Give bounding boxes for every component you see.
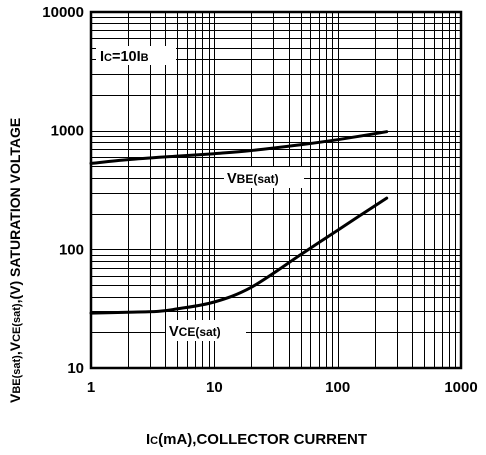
series-line-vbe-sat bbox=[89, 130, 389, 165]
plot-frame bbox=[89, 10, 463, 370]
condition-mid: =10I bbox=[112, 49, 141, 65]
y-tick-labels: 10 100 1000 10000 bbox=[42, 4, 84, 377]
y-tick-label: 10 bbox=[67, 360, 84, 377]
x-axis-title-sub: C bbox=[150, 435, 158, 447]
x-axis-title-prefix: I bbox=[146, 431, 150, 448]
y-axis-title-rest: ,(V) SATURATION VOLTAGE bbox=[7, 118, 23, 304]
y-axis-title: VBE(sat),VCE(sat),(V) SATURATION VOLTAGE bbox=[7, 118, 23, 403]
series-label-box-vbe bbox=[224, 167, 304, 188]
series-label-vbe: VBE(sat) bbox=[227, 171, 279, 187]
y-tick-label: 100 bbox=[59, 241, 84, 258]
condition-annotation: IC=10IB bbox=[100, 49, 149, 65]
series-line-vce-sat bbox=[89, 196, 389, 315]
y-tick-label: 1000 bbox=[51, 123, 84, 140]
y-axis-title-p2: ,V bbox=[7, 341, 23, 355]
x-tick-label: 1 bbox=[87, 379, 95, 396]
grid bbox=[91, 12, 461, 368]
y-axis-title-p1: V bbox=[7, 393, 23, 403]
x-tick-label: 1000 bbox=[444, 379, 477, 396]
series-label-vce-main: V bbox=[169, 324, 179, 340]
x-tick-label: 10 bbox=[206, 379, 223, 396]
condition-sub2: B bbox=[141, 52, 149, 64]
condition-sub1: C bbox=[104, 52, 112, 64]
y-tick-label: 10000 bbox=[42, 4, 84, 21]
series-label-vbe-main: V bbox=[227, 171, 237, 187]
condition-prefix: I bbox=[100, 49, 104, 65]
x-tick-labels: 1 10 100 1000 bbox=[87, 379, 478, 396]
x-axis-title-rest: (mA),COLLECTOR CURRENT bbox=[158, 431, 367, 448]
series-label-box-vce bbox=[166, 320, 246, 341]
y-axis-title-s1: BE(sat) bbox=[11, 355, 23, 394]
series-lines bbox=[89, 130, 389, 315]
series-label-vbe-sub: BE(sat) bbox=[237, 172, 279, 186]
condition-box bbox=[96, 46, 176, 65]
x-axis-title: IC(mA),COLLECTOR CURRENT bbox=[146, 431, 367, 448]
series-label-vce-sub: CE(sat) bbox=[179, 325, 221, 339]
x-tick-label: 100 bbox=[325, 379, 350, 396]
y-axis-title-s2: CE(sat) bbox=[11, 303, 23, 342]
series-label-vce: VCE(sat) bbox=[169, 324, 221, 340]
